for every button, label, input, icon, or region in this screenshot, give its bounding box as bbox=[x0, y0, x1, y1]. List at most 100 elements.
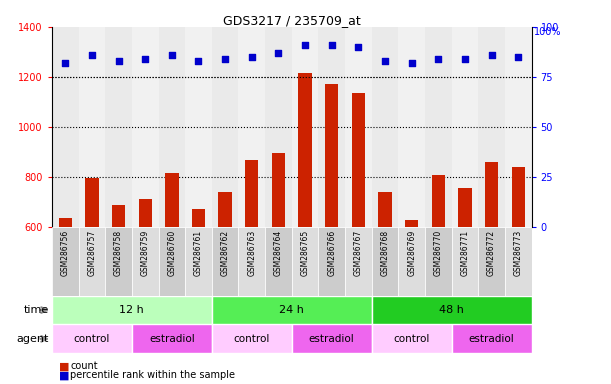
Bar bbox=[345, 227, 371, 296]
Bar bbox=[238, 227, 265, 296]
Point bbox=[167, 52, 177, 58]
Bar bbox=[59, 218, 72, 227]
Bar bbox=[245, 161, 258, 227]
Bar bbox=[431, 175, 445, 227]
Text: 24 h: 24 h bbox=[279, 305, 304, 315]
Point bbox=[327, 42, 337, 48]
Bar bbox=[52, 296, 212, 324]
Bar bbox=[158, 27, 185, 227]
Bar bbox=[352, 93, 365, 227]
Bar bbox=[158, 227, 185, 296]
Text: GSM286756: GSM286756 bbox=[60, 230, 70, 276]
Text: ■: ■ bbox=[59, 370, 70, 380]
Text: GSM286757: GSM286757 bbox=[87, 230, 97, 276]
Point bbox=[433, 56, 443, 62]
Bar bbox=[185, 27, 212, 227]
Point bbox=[513, 54, 523, 60]
Bar bbox=[272, 153, 285, 227]
Text: 100%: 100% bbox=[534, 27, 562, 37]
Point bbox=[460, 56, 470, 62]
Bar bbox=[185, 227, 212, 296]
Point bbox=[274, 50, 284, 56]
Text: GSM286771: GSM286771 bbox=[461, 230, 469, 276]
Bar bbox=[458, 188, 472, 227]
Text: GSM286759: GSM286759 bbox=[141, 230, 150, 276]
Bar bbox=[292, 227, 318, 296]
Point bbox=[354, 44, 364, 50]
Bar bbox=[478, 27, 505, 227]
Bar bbox=[371, 27, 398, 227]
Text: estradiol: estradiol bbox=[469, 334, 514, 344]
Bar bbox=[478, 227, 505, 296]
Bar bbox=[238, 27, 265, 227]
Bar bbox=[52, 227, 79, 296]
Text: GSM286769: GSM286769 bbox=[407, 230, 416, 276]
Bar bbox=[452, 324, 532, 353]
Bar bbox=[105, 227, 132, 296]
Bar bbox=[452, 27, 478, 227]
Bar bbox=[371, 227, 398, 296]
Bar bbox=[265, 227, 292, 296]
Text: estradiol: estradiol bbox=[309, 334, 354, 344]
Bar bbox=[79, 227, 105, 296]
Text: GSM286767: GSM286767 bbox=[354, 230, 363, 276]
Bar bbox=[132, 227, 158, 296]
Text: time: time bbox=[24, 305, 49, 315]
Text: GSM286766: GSM286766 bbox=[327, 230, 336, 276]
Bar bbox=[212, 27, 238, 227]
Point bbox=[87, 52, 97, 58]
Bar bbox=[318, 27, 345, 227]
Point bbox=[380, 58, 390, 64]
Text: GSM286763: GSM286763 bbox=[247, 230, 256, 276]
Bar bbox=[212, 227, 238, 296]
Bar bbox=[292, 27, 318, 227]
Bar bbox=[265, 27, 292, 227]
Bar bbox=[298, 73, 312, 227]
Bar bbox=[398, 27, 425, 227]
Point bbox=[114, 58, 123, 64]
Bar bbox=[425, 27, 452, 227]
Bar bbox=[511, 167, 525, 227]
Bar bbox=[318, 227, 345, 296]
Text: GDS3217 / 235709_at: GDS3217 / 235709_at bbox=[223, 14, 360, 27]
Text: agent: agent bbox=[16, 334, 49, 344]
Bar bbox=[292, 324, 371, 353]
Text: 48 h: 48 h bbox=[439, 305, 464, 315]
Bar bbox=[52, 324, 132, 353]
Text: GSM286758: GSM286758 bbox=[114, 230, 123, 276]
Text: GSM286762: GSM286762 bbox=[221, 230, 230, 276]
Bar bbox=[219, 192, 232, 227]
Bar bbox=[192, 209, 205, 227]
Bar bbox=[505, 27, 532, 227]
Bar bbox=[139, 199, 152, 227]
Bar bbox=[112, 205, 125, 227]
Bar bbox=[212, 324, 292, 353]
Bar bbox=[398, 227, 425, 296]
Bar bbox=[345, 27, 371, 227]
Bar bbox=[485, 162, 498, 227]
Text: GSM286765: GSM286765 bbox=[301, 230, 310, 276]
Bar bbox=[425, 227, 452, 296]
Text: GSM286760: GSM286760 bbox=[167, 230, 177, 276]
Text: count: count bbox=[70, 361, 98, 371]
Bar bbox=[378, 192, 392, 227]
Text: GSM286770: GSM286770 bbox=[434, 230, 443, 276]
Text: GSM286761: GSM286761 bbox=[194, 230, 203, 276]
Text: estradiol: estradiol bbox=[149, 334, 195, 344]
Text: GSM286772: GSM286772 bbox=[487, 230, 496, 276]
Bar bbox=[325, 84, 338, 227]
Bar bbox=[165, 173, 178, 227]
Point bbox=[247, 54, 257, 60]
Bar bbox=[371, 324, 452, 353]
Bar bbox=[86, 178, 98, 227]
Point bbox=[194, 58, 203, 64]
Bar bbox=[132, 324, 212, 353]
Text: 12 h: 12 h bbox=[120, 305, 144, 315]
Text: percentile rank within the sample: percentile rank within the sample bbox=[70, 370, 235, 380]
Text: ■: ■ bbox=[59, 361, 70, 371]
Bar bbox=[132, 27, 158, 227]
Bar bbox=[52, 27, 79, 227]
Bar bbox=[105, 27, 132, 227]
Text: control: control bbox=[233, 334, 270, 344]
Text: GSM286773: GSM286773 bbox=[514, 230, 523, 276]
